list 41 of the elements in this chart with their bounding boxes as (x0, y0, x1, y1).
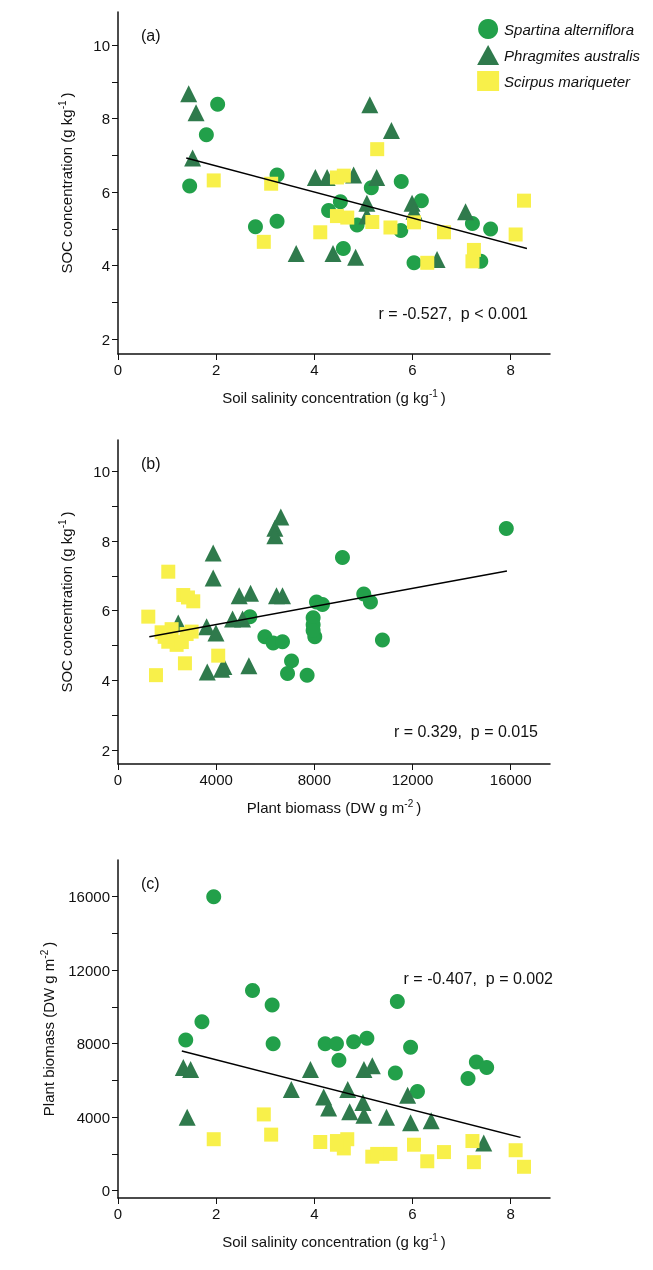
y-tick-label: 8 (101, 532, 110, 550)
x-tick-label: 8 (506, 361, 515, 378)
x-tick-label: 16000 (489, 771, 532, 788)
x-tick-label: 8000 (297, 771, 332, 788)
x-tick-label: 2 (212, 1205, 221, 1222)
y-tick-label: 2 (101, 741, 110, 759)
annotation: r = 0.329, p = 0.015 (393, 722, 539, 740)
y-axis-title: SOC concentration (g kg-1) (56, 511, 75, 693)
y-tick-label: 4 (101, 257, 110, 275)
x-tick-label: 4 (310, 1205, 319, 1222)
y-tick-label: 8000 (76, 1035, 110, 1053)
y-tick-label: 8 (101, 110, 110, 128)
y-tick-label: 6 (101, 183, 110, 201)
annotation: r = -0.407, p = 0.002 (403, 969, 554, 987)
x-tick-label: 4 (310, 361, 319, 378)
y-tick-label: 12000 (68, 961, 110, 979)
x-tick-label: 6 (408, 1205, 417, 1222)
text: (a) (141, 26, 161, 44)
y-tick-label: 6 (101, 602, 110, 620)
y-tick-label: 10 (93, 36, 110, 54)
y-tick-label: 10 (93, 462, 110, 480)
text: (b) (141, 454, 161, 472)
y-tick-label: 4000 (76, 1108, 110, 1126)
y-tick-label: 0 (101, 1182, 110, 1200)
y-tick-label: 2 (101, 330, 110, 348)
legend-label: Spartina alterniflora (504, 20, 635, 38)
x-tick-label: 4000 (199, 771, 233, 788)
y-tick-label: 16000 (68, 888, 110, 906)
x-tick-label: 8 (506, 1205, 515, 1222)
x-tick-label: 0 (113, 1205, 123, 1222)
x-tick-label: 2 (212, 361, 221, 378)
x-tick-label: 6 (408, 361, 417, 378)
legend-label: Scirpus mariqueter (504, 72, 631, 90)
y-axis-title: SOC concentration (g kg-1) (56, 92, 75, 274)
x-tick-label: 12000 (391, 771, 434, 788)
x-tick-label: 0 (113, 361, 123, 378)
x-tick-label: 0 (113, 771, 123, 788)
annotation: r = -0.527, p < 0.001 (378, 304, 529, 322)
y-tick-label: 4 (101, 671, 110, 689)
text: (c) (141, 874, 160, 892)
legend-label: Phragmites australis (504, 46, 641, 64)
